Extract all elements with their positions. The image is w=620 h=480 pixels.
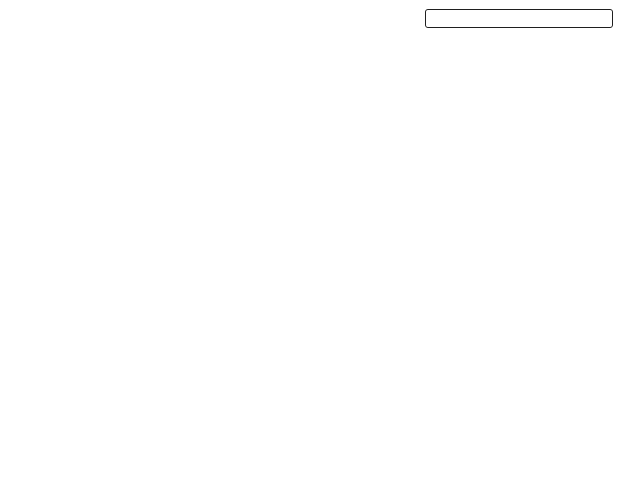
legend [425,9,613,28]
